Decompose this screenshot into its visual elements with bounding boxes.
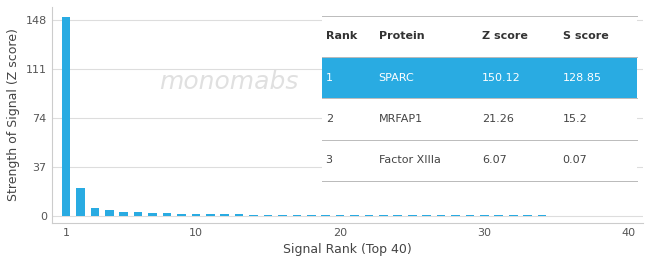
FancyBboxPatch shape [556,140,637,181]
Bar [292,215,301,216]
Text: 128.85: 128.85 [563,73,602,83]
Text: 1: 1 [326,73,333,83]
Bar [278,215,287,216]
Bar [192,214,200,216]
Text: 0.07: 0.07 [563,155,588,165]
Bar [495,215,503,216]
Bar [538,215,547,216]
Bar [437,215,445,216]
Bar [365,215,373,216]
Text: 6.07: 6.07 [482,155,506,165]
Text: 2: 2 [326,114,333,124]
FancyBboxPatch shape [322,16,370,57]
Bar [62,17,70,216]
Text: Protein: Protein [379,32,424,42]
Bar [552,215,561,216]
Bar [350,215,359,216]
FancyBboxPatch shape [475,57,556,98]
Text: 3: 3 [326,155,333,165]
Bar [76,188,85,216]
Text: 21.26: 21.26 [482,114,514,124]
Bar [134,212,142,216]
Bar [177,214,186,216]
FancyBboxPatch shape [370,98,475,140]
Bar [523,215,532,216]
Bar [408,215,417,216]
Text: monomabs: monomabs [159,70,299,94]
Bar [90,208,99,216]
Text: Rank: Rank [326,32,357,42]
Text: 15.2: 15.2 [563,114,588,124]
Bar [307,215,316,216]
FancyBboxPatch shape [370,16,475,57]
Bar [162,213,172,216]
FancyBboxPatch shape [370,57,475,98]
FancyBboxPatch shape [556,16,637,57]
Text: S score: S score [563,32,608,42]
Text: Z score: Z score [482,32,528,42]
Bar [393,215,402,216]
Bar [235,214,244,216]
Y-axis label: Strength of Signal (Z score): Strength of Signal (Z score) [7,28,20,201]
FancyBboxPatch shape [475,16,556,57]
FancyBboxPatch shape [556,57,637,98]
FancyBboxPatch shape [322,98,370,140]
Bar [422,215,431,216]
Text: SPARC: SPARC [379,73,415,83]
Text: 150.12: 150.12 [482,73,521,83]
Bar [379,215,387,216]
Bar [465,215,474,216]
Bar [220,214,229,216]
FancyBboxPatch shape [322,57,370,98]
Bar [148,213,157,216]
Bar [206,214,215,216]
Text: Factor XIIIa: Factor XIIIa [379,155,441,165]
Bar [509,215,517,216]
X-axis label: Signal Rank (Top 40): Signal Rank (Top 40) [283,243,411,256]
FancyBboxPatch shape [556,98,637,140]
Bar [120,212,128,216]
Bar [264,215,272,216]
Bar [321,215,330,216]
Text: MRFAP1: MRFAP1 [379,114,422,124]
Bar [336,215,344,216]
Bar [105,210,114,216]
Bar [480,215,489,216]
Bar [451,215,460,216]
FancyBboxPatch shape [322,140,370,181]
FancyBboxPatch shape [475,98,556,140]
Bar [249,215,258,216]
FancyBboxPatch shape [370,140,475,181]
FancyBboxPatch shape [475,140,556,181]
